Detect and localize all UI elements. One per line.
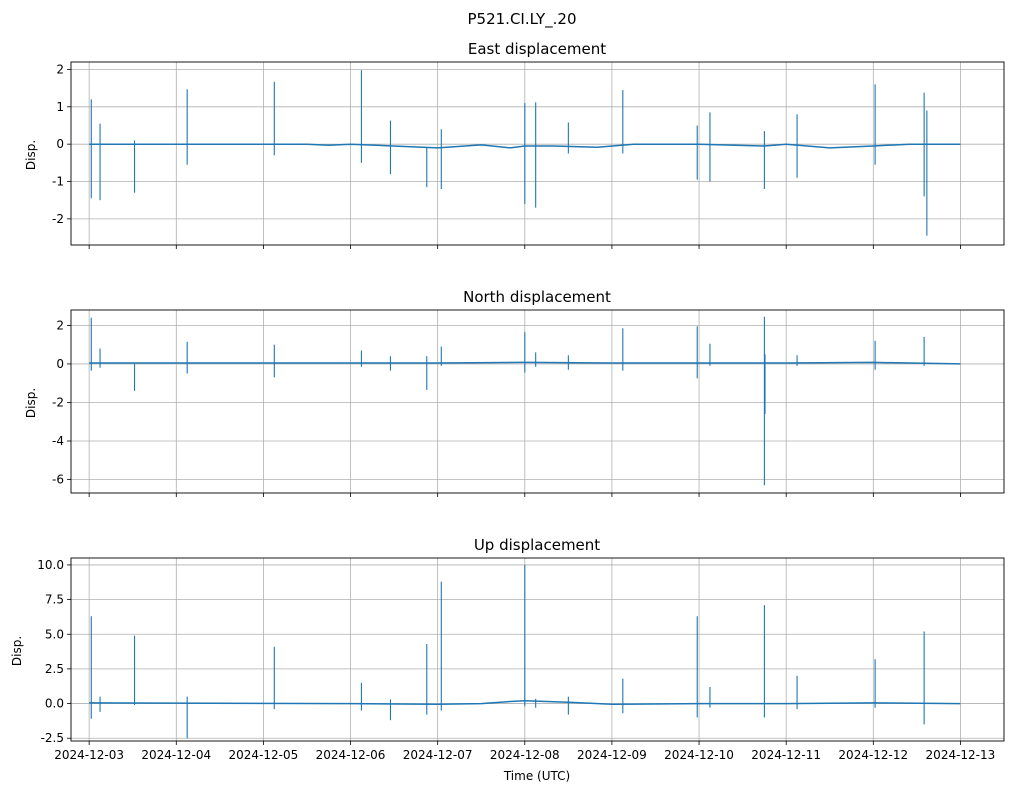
panel-title: East displacement (468, 40, 606, 58)
panel-title: North displacement (463, 288, 611, 306)
y-tick-label: 2 (56, 318, 64, 332)
panel-north: North displacement Disp. -6 -4 -2 0 2 (24, 288, 1005, 497)
panel-title: Up displacement (474, 536, 600, 554)
y-tick-label: 5.0 (45, 627, 64, 641)
panel-up: Up displacement Disp. 2024-12-03 2024-12-… (10, 536, 1005, 762)
x-tick-label: 2024-12-09 (577, 748, 647, 762)
y-tick-label: 2 (56, 62, 64, 76)
y-axis-label: Disp. (24, 140, 38, 170)
y-tick-label: 7.5 (45, 593, 64, 607)
x-axis-label: Time (UTC) (503, 769, 570, 783)
y-tick-label: -6 (52, 473, 64, 487)
x-tick-label: 2024-12-11 (751, 748, 821, 762)
y-tick-label: -2.5 (41, 731, 64, 745)
x-tick-label: 2024-12-07 (403, 748, 473, 762)
x-tick-label: 2024-12-03 (54, 748, 124, 762)
panel-east: East displacement Disp. -2 -1 0 1 2 (24, 40, 1005, 249)
y-tick-label: 2.5 (45, 662, 64, 676)
x-tick-label: 2024-12-08 (490, 748, 560, 762)
y-axis-label: Disp. (24, 388, 38, 418)
x-tick-label: 2024-12-13 (926, 748, 996, 762)
x-tick-label: 2024-12-05 (229, 748, 299, 762)
plot-area: 2024-12-03 2024-12-04 2024-12-05 2024-12-06… (37, 557, 1005, 762)
plot-area: -6 -4 -2 0 2 (52, 309, 1005, 497)
y-tick-label: 1 (56, 100, 64, 114)
y-tick-label: -2 (52, 395, 64, 409)
series-baseline (89, 361, 961, 365)
y-tick-label: -4 (52, 434, 64, 448)
y-tick-label: -1 (52, 175, 64, 189)
y-tick-label: 0 (56, 137, 64, 151)
y-axis-label: Disp. (10, 636, 24, 666)
y-tick-label: 0.0 (45, 697, 64, 711)
axes-frame (70, 309, 1005, 494)
series-baseline (89, 143, 961, 149)
y-tick-label: 0 (56, 357, 64, 371)
x-tick-label: 2024-12-10 (664, 748, 734, 762)
plot-area: -2 -1 0 1 2 (52, 61, 1005, 249)
x-tick-label: 2024-12-12 (838, 748, 908, 762)
series-baseline (89, 700, 961, 706)
figure-suptitle: P521.CI.LY_.20 (468, 10, 577, 29)
y-tick-label: 10.0 (37, 558, 64, 572)
x-tick-label: 2024-12-04 (141, 748, 211, 762)
axes-frame (70, 61, 1005, 246)
axes-frame (70, 557, 1005, 742)
x-tick-label: 2024-12-06 (316, 748, 386, 762)
y-tick-label: -2 (52, 212, 64, 226)
